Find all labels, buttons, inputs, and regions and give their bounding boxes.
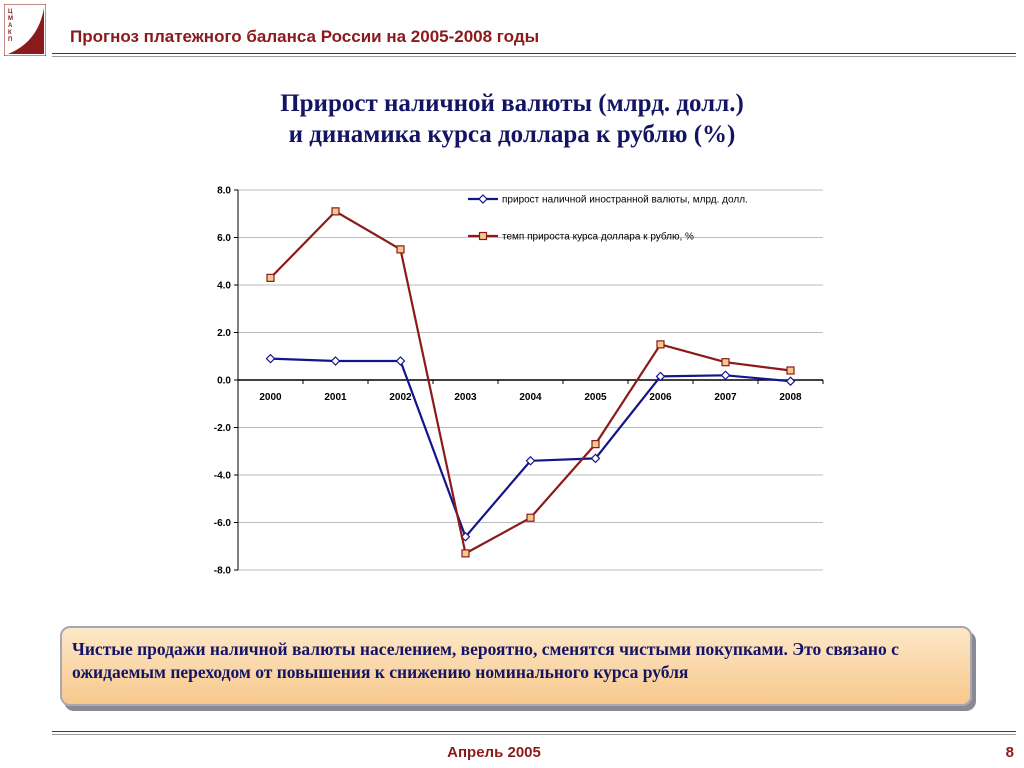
series-2-point	[266, 273, 275, 282]
series-2-point	[331, 207, 340, 216]
series-1-point	[265, 353, 276, 364]
y-tick-label: 6.0	[217, 233, 231, 244]
y-tick-label: 0.0	[217, 376, 231, 387]
series-2-point	[461, 549, 470, 558]
series-1-point	[525, 455, 536, 466]
x-tick-label: 2008	[779, 392, 802, 403]
x-tick-label: 2006	[649, 392, 672, 403]
conclusion-note: Чистые продажи наличной валюты население…	[60, 626, 972, 706]
legend-marker-2	[478, 231, 488, 241]
series-line-2	[269, 210, 791, 555]
legend-marker-1	[478, 194, 488, 204]
series-1-point	[655, 371, 666, 382]
logo-letter: А	[8, 23, 13, 29]
legend-label-2: темп прироста курса доллара к рублю, %	[502, 231, 694, 243]
series-1-point	[785, 376, 796, 387]
y-tick-label: 8.0	[217, 186, 231, 197]
x-tick-label: 2002	[389, 392, 412, 403]
header-divider-shadow	[52, 56, 1016, 57]
x-tick-label: 2001	[324, 392, 347, 403]
x-tick-label: 2007	[714, 392, 737, 403]
chart-title: Прирост наличной валюты (млрд. долл.) и …	[0, 88, 1024, 150]
y-tick-label: -8.0	[214, 566, 232, 577]
footer-divider	[52, 731, 1016, 732]
y-tick-label: -6.0	[214, 518, 232, 529]
logo-letter: М	[8, 16, 13, 22]
series-2-point	[786, 366, 795, 375]
series-2-point	[721, 358, 730, 367]
page-number: 8	[1005, 744, 1014, 761]
series-2-point	[526, 513, 535, 522]
x-tick-label: 2004	[519, 392, 542, 403]
series-1-point	[590, 453, 601, 464]
series-line-1	[270, 357, 791, 538]
x-tick-label: 2003	[454, 392, 477, 403]
series-1-point	[330, 356, 341, 366]
series-2-point	[656, 340, 665, 349]
logo-letter: К	[8, 30, 12, 36]
logo-letter: Ц	[8, 9, 13, 15]
legend-label-1: прирост наличной иностранной валюты, млр…	[502, 195, 748, 206]
x-tick-label: 2005	[584, 392, 607, 403]
series-1-point	[720, 370, 731, 381]
series-1-point	[395, 356, 406, 366]
series-2-point	[591, 440, 600, 449]
series-1-point	[460, 531, 471, 542]
chart-title-line2: и динамика курса доллара к рублю (%)	[288, 121, 736, 148]
conclusion-note-text: Чистые продажи наличной валюты население…	[72, 639, 899, 682]
line-chart: 8.0 6.0 4.0 2.0 0.0 -2.0 -4.0 -6.0 -8.0 2000 2001 2…	[214, 186, 824, 577]
y-tick-label: 2.0	[217, 328, 231, 339]
chart-title-line1: Прирост наличной валюты (млрд. долл.)	[280, 90, 744, 117]
x-tick-label: 2000	[259, 392, 282, 403]
footer-date: Апрель 2005	[447, 744, 541, 761]
series-2-point	[396, 245, 405, 254]
logo-letter: П	[8, 37, 12, 43]
page-header-title: Прогноз платежного баланса России на 200…	[70, 27, 540, 46]
y-tick-label: -2.0	[214, 423, 232, 434]
header-divider	[52, 53, 1016, 54]
y-tick-label: 4.0	[217, 281, 231, 292]
y-tick-label: -4.0	[214, 471, 232, 482]
footer-divider-shadow	[52, 734, 1016, 735]
